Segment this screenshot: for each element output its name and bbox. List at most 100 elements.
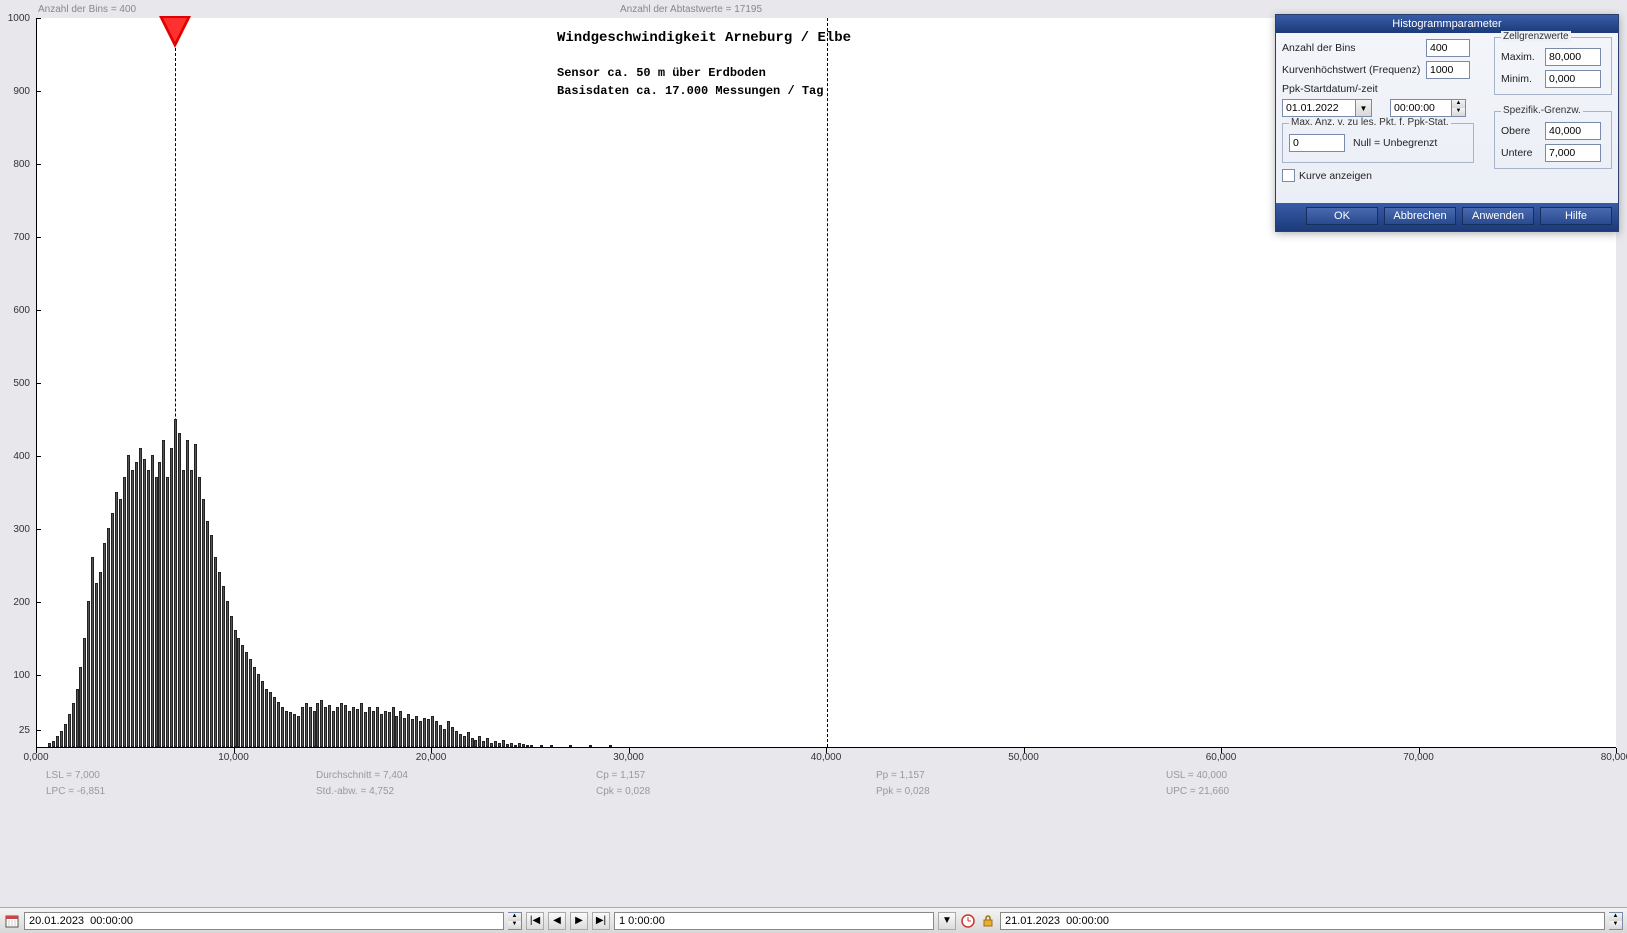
min-input[interactable] <box>1545 70 1601 88</box>
apply-button[interactable]: Anwenden <box>1462 207 1534 225</box>
end-time-input[interactable] <box>1000 912 1605 930</box>
histogram-bar <box>95 583 98 747</box>
spec-legend: Spezifik.-Grenzw. <box>1501 105 1583 116</box>
ytick-label: 25 <box>0 725 30 736</box>
histogram-bar <box>230 616 233 747</box>
histogram-bar <box>72 703 75 747</box>
histogram-bar <box>502 740 505 747</box>
bottom-toolbar: ▲▼ |◀ ◀ ▶ ▶| ▼ ▲▼ <box>0 907 1627 933</box>
histogram-bar <box>68 714 71 747</box>
histogram-bar <box>609 745 612 747</box>
histogram-bar <box>178 433 181 747</box>
show-curve-label: Kurve anzeigen <box>1299 170 1372 182</box>
histogram-bar <box>395 716 398 747</box>
histogram-bar <box>328 705 331 747</box>
seek-back-button[interactable]: ◀ <box>548 912 566 930</box>
histogram-bar <box>119 499 122 747</box>
bins-label: Anzahl der Bins <box>1282 42 1422 54</box>
seek-first-button[interactable]: |◀ <box>526 912 544 930</box>
lower-input[interactable] <box>1545 144 1601 162</box>
span-input[interactable] <box>614 912 934 930</box>
xtick-label: 70,000 <box>1403 752 1434 763</box>
xtick-label: 0,000 <box>23 752 48 763</box>
cancel-button[interactable]: Abbrechen <box>1384 207 1456 225</box>
calendar-icon[interactable] <box>4 913 20 929</box>
lock-icon[interactable] <box>980 913 996 929</box>
histogram-bar <box>403 718 406 747</box>
chevron-down-icon[interactable]: ▼ <box>1356 99 1372 117</box>
histogram-bar <box>143 459 146 747</box>
xtick-label: 20,000 <box>416 752 447 763</box>
stat-usl: USL = 40,000 <box>1166 770 1227 781</box>
histogram-bar <box>91 557 94 747</box>
histogram-bar <box>222 586 225 747</box>
time-input[interactable] <box>1390 99 1452 117</box>
maxfreq-input[interactable] <box>1426 61 1470 79</box>
histogram-bar <box>261 681 264 747</box>
histogram-bar <box>111 513 114 747</box>
xtick-label: 40,000 <box>811 752 842 763</box>
seek-last-button[interactable]: ▶| <box>592 912 610 930</box>
histogram-bar <box>48 743 51 747</box>
histogram-bar <box>301 707 304 747</box>
time-spinner[interactable]: ▲▼ <box>1390 99 1466 117</box>
ok-button[interactable]: OK <box>1306 207 1378 225</box>
histogram-bar <box>356 709 359 747</box>
stat-ppk: Ppk = 0,028 <box>876 786 930 797</box>
span-dropdown[interactable]: ▼ <box>938 912 956 930</box>
maxpts-note: Null = Unbegrenzt <box>1353 137 1437 149</box>
histogram-bar <box>530 745 533 747</box>
histogram-bar <box>360 703 363 747</box>
end-time-spinner[interactable]: ▲▼ <box>1609 912 1623 930</box>
histogram-bar <box>139 448 142 747</box>
histogram-bar <box>471 738 474 747</box>
show-curve-checkbox[interactable] <box>1282 169 1295 182</box>
seek-fwd-button[interactable]: ▶ <box>570 912 588 930</box>
help-button[interactable]: Hilfe <box>1540 207 1612 225</box>
start-time-input[interactable] <box>24 912 504 930</box>
histogram-bar <box>419 721 422 747</box>
stat-std: Std.-abw. = 4,752 <box>316 786 394 797</box>
histogram-bar <box>214 557 217 747</box>
maxfreq-label: Kurvenhöchstwert (Frequenz) <box>1282 64 1422 76</box>
date-input[interactable] <box>1282 99 1356 117</box>
clock-icon[interactable] <box>960 913 976 929</box>
histogram-bar <box>372 711 375 748</box>
histogram-bar <box>540 745 543 747</box>
histogram-bar <box>107 528 110 747</box>
histogram-bar <box>451 727 454 747</box>
histogram-bar <box>56 736 59 747</box>
histogram-bar <box>510 743 513 747</box>
histogram-bar <box>435 721 438 747</box>
histogram-bar <box>253 667 256 747</box>
histogram-bar <box>316 703 319 747</box>
histogram-bar <box>364 712 367 747</box>
histogram-bar <box>245 652 248 747</box>
histogram-bar <box>522 744 525 747</box>
histogram-bar <box>467 732 470 747</box>
start-time-spinner[interactable]: ▲▼ <box>508 912 522 930</box>
stat-lsl: LSL = 7,000 <box>46 770 100 781</box>
histogram-bar <box>305 703 308 747</box>
histogram-bar <box>285 711 288 748</box>
max-input[interactable] <box>1545 48 1601 66</box>
histogram-bar <box>190 470 193 747</box>
upper-input[interactable] <box>1545 122 1601 140</box>
histogram-bar <box>506 744 509 747</box>
histogram-bar <box>490 743 493 747</box>
histogram-bar <box>518 743 521 747</box>
maxpts-input[interactable] <box>1289 134 1345 152</box>
date-combo[interactable]: ▼ <box>1282 99 1372 117</box>
histogram-bar <box>550 745 553 747</box>
histogram-bar <box>52 741 55 747</box>
histogram-bar <box>198 477 201 747</box>
histogram-bar <box>162 440 165 747</box>
histogram-bar <box>392 707 395 747</box>
histogram-bar <box>340 703 343 747</box>
histogram-bar <box>486 738 489 747</box>
histogram-bar <box>376 707 379 747</box>
stat-upc: UPC = 21,660 <box>1166 786 1229 797</box>
ytick-label: 700 <box>0 232 30 243</box>
spinner-icon[interactable]: ▲▼ <box>1452 99 1466 117</box>
bins-input[interactable] <box>1426 39 1470 57</box>
